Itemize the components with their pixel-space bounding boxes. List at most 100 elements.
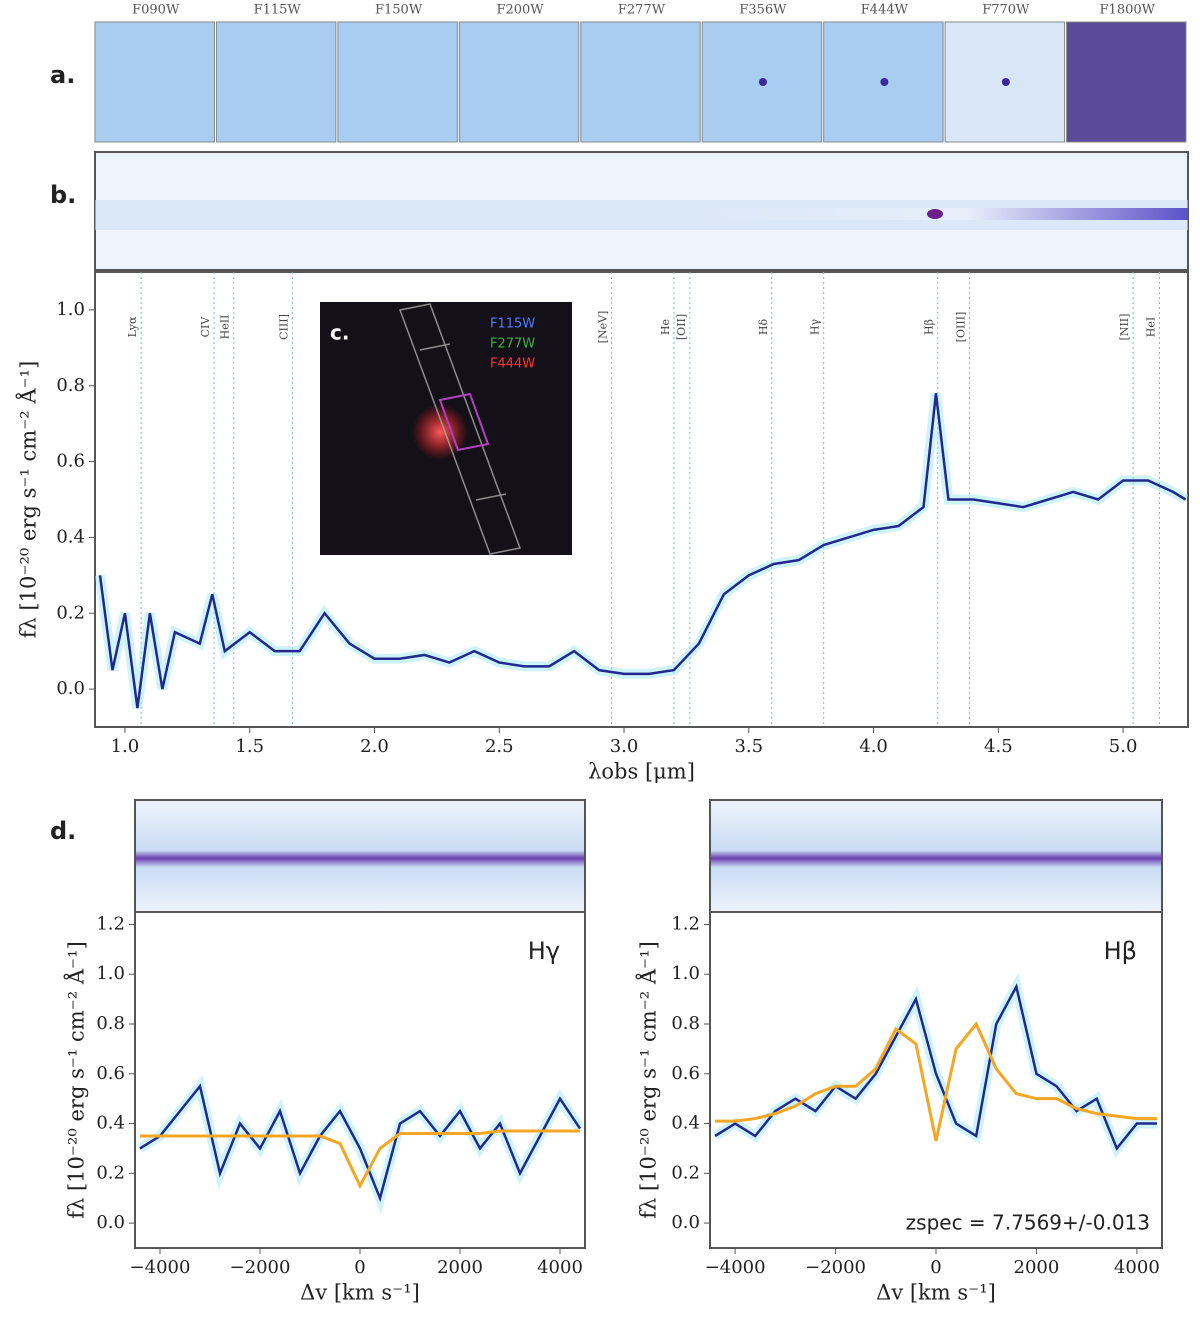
y-tick-label: 1.0 <box>96 963 125 984</box>
line-marker-label: Hγ <box>809 318 822 335</box>
line-marker-label: CIII] <box>277 314 290 340</box>
filter-label: F200W <box>496 3 544 18</box>
inset-legend: F277W <box>490 337 535 352</box>
x-tick-label: 2000 <box>1014 1257 1060 1278</box>
x-axis-label: Δv [km s⁻¹] <box>876 1281 996 1305</box>
chart-title: Hγ <box>528 937 560 965</box>
series-line <box>98 393 1187 709</box>
inset-legend: F115W <box>490 317 535 332</box>
y-tick-label: 0.6 <box>671 1063 700 1084</box>
y-tick-label: 0.2 <box>96 1162 125 1183</box>
x-tick-label: 5.0 <box>1109 736 1138 757</box>
image-stamp <box>215 21 337 143</box>
y-tick-label: 0.6 <box>96 1063 125 1084</box>
image-stamps: F090W F115W F150W F200W F277W F356W F444W F770W… <box>94 3 1187 143</box>
2d-spectrum <box>94 151 1189 271</box>
panel-label: a. <box>50 61 75 89</box>
x-tick-label: 1.0 <box>111 736 140 757</box>
y-tick-label: 0.8 <box>671 1013 700 1034</box>
rgb-inset: c. F115W F277W F444W <box>320 302 572 555</box>
annotation: zspec = 7.7569+/-0.013 <box>906 1211 1150 1235</box>
line-marker-label: He <box>659 319 672 335</box>
line-marker-label: CIV <box>199 316 212 338</box>
x-tick-label: 2.5 <box>485 736 514 757</box>
plot-area <box>94 271 1189 728</box>
line-marker-label: [OII] <box>675 314 688 340</box>
x-tick-label: −2000 <box>230 1257 291 1278</box>
line-marker-label: [OIII] <box>955 312 968 343</box>
y-tick-label: 0.2 <box>56 602 85 623</box>
y-tick-label: 0.8 <box>56 375 85 396</box>
y-tick-label: 0.4 <box>56 526 85 547</box>
source <box>758 78 767 86</box>
x-tick-label: 2.0 <box>360 736 389 757</box>
series-line <box>715 1021 1157 1142</box>
line-marker-label: Lyα <box>126 316 139 337</box>
chart-title: Hβ <box>1104 937 1137 965</box>
series-line <box>714 983 1157 1151</box>
y-tick-label: 1.2 <box>671 913 700 934</box>
charts: Lyα CIV HeII CIII] [NeV] He [OII] Hδ Hγ Hβ [OIII] [… <box>16 271 1189 1305</box>
panel-label: d. <box>50 817 76 845</box>
filter-label: F277W <box>618 3 666 18</box>
x-tick-label: −4000 <box>130 1257 191 1278</box>
x-tick-label: 3.0 <box>610 736 639 757</box>
series-line <box>140 1129 580 1190</box>
x-tick-label: 0 <box>354 1257 365 1278</box>
line-marker-label: Hδ <box>757 319 770 336</box>
line-marker-label: Hβ <box>923 319 936 335</box>
x-tick-label: 4.5 <box>984 736 1013 757</box>
y-tick-label: 0.4 <box>96 1113 125 1134</box>
line-marker-label: HeII <box>219 315 232 340</box>
x-tick-label: 4000 <box>1114 1257 1160 1278</box>
y-tick-label: 1.0 <box>56 299 85 320</box>
filter-label: F444W <box>861 3 909 18</box>
plot-area <box>134 911 586 1249</box>
2d-spectrum <box>709 799 1163 913</box>
x-axis-label: Δv [km s⁻¹] <box>300 1281 420 1305</box>
y-tick-label: 1.0 <box>671 963 700 984</box>
x-axis-label: λobs [μm] <box>588 760 695 784</box>
image-stamp <box>337 21 458 143</box>
series-line <box>139 1083 582 1203</box>
filter-label: F150W <box>375 3 423 18</box>
source <box>880 78 889 86</box>
x-tick-label: 4.0 <box>859 736 888 757</box>
image-stamp <box>1066 21 1187 143</box>
y-tick-label: 0.0 <box>56 678 85 699</box>
line-marker-label: HeI <box>1145 317 1158 337</box>
y-axis-label: fλ [10⁻²⁰ erg s⁻¹ cm⁻² Å⁻¹] <box>64 941 89 1219</box>
panel-label: c. <box>330 321 349 345</box>
x-tick-label: 3.5 <box>734 736 763 757</box>
x-tick-label: −2000 <box>805 1257 866 1278</box>
y-axis-label: fλ [10⁻²⁰ erg s⁻¹ cm⁻² Å⁻¹] <box>16 361 41 639</box>
y-tick-label: 0.0 <box>96 1212 125 1233</box>
image-stamp <box>458 21 580 143</box>
image-stamp <box>580 21 701 143</box>
y-tick-label: 1.2 <box>96 913 125 934</box>
panel-label: b. <box>50 181 76 209</box>
2d-spectrum <box>134 799 586 913</box>
y-tick-label: 0.8 <box>96 1013 125 1034</box>
source <box>1001 78 1010 86</box>
image-stamp <box>94 21 215 143</box>
filter-label: F115W <box>254 3 302 18</box>
y-tick-label: 0.2 <box>671 1162 700 1183</box>
x-tick-label: 0 <box>930 1257 941 1278</box>
x-tick-label: −4000 <box>705 1257 766 1278</box>
inset-legend: F444W <box>490 357 535 372</box>
y-tick-label: 0.0 <box>671 1212 700 1233</box>
filter-label: F1800W <box>1100 3 1156 18</box>
y-axis-label: fλ [10⁻²⁰ erg s⁻¹ cm⁻² Å⁻¹] <box>636 941 661 1219</box>
y-tick-label: 0.6 <box>56 451 85 472</box>
x-tick-label: 2000 <box>437 1257 483 1278</box>
filter-label: F356W <box>739 3 787 18</box>
x-tick-label: 1.5 <box>235 736 264 757</box>
filter-label: F770W <box>982 3 1030 18</box>
x-tick-label: 4000 <box>537 1257 583 1278</box>
filter-label: F090W <box>132 3 180 18</box>
line-marker-label: [NeV] <box>597 311 610 344</box>
y-tick-label: 0.4 <box>671 1113 700 1134</box>
line-marker-label: [NII] <box>1118 314 1131 341</box>
